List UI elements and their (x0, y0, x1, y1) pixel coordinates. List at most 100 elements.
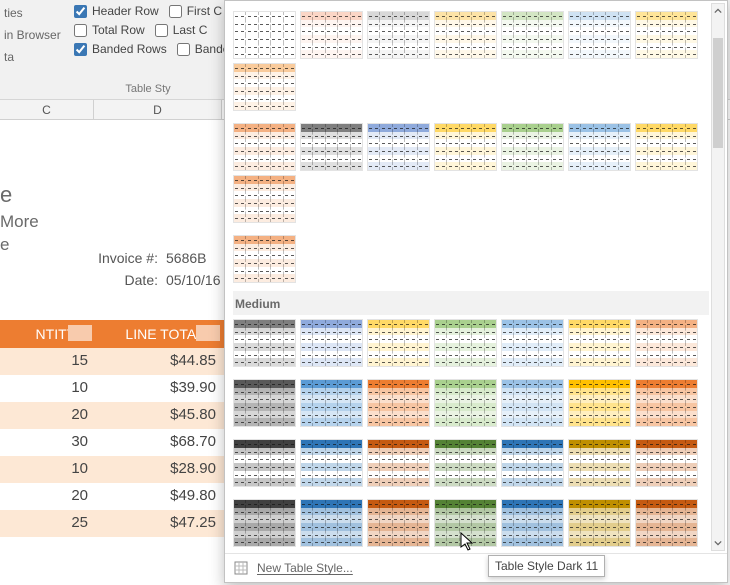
table-row[interactable]: 10$39.90 (0, 375, 225, 402)
cell[interactable]: 30 (0, 429, 94, 456)
table-style-swatch[interactable] (367, 499, 430, 547)
checkbox[interactable] (74, 43, 87, 56)
cell[interactable]: $49.80 (94, 483, 222, 510)
filter-dropdown-icon[interactable] (196, 325, 220, 341)
scrollbar[interactable] (711, 3, 725, 551)
checkbox-label: Header Row (92, 4, 159, 18)
table-style-swatch[interactable] (233, 319, 296, 367)
table-style-swatch[interactable] (434, 439, 497, 487)
first-column-checkbox[interactable]: First C (169, 4, 222, 18)
table-style-swatch[interactable] (501, 499, 564, 547)
text-fragment: e (0, 182, 12, 208)
new-table-style-button[interactable]: New Table Style... (257, 561, 353, 575)
last-column-checkbox[interactable]: Last C (155, 23, 208, 37)
table-style-swatch[interactable] (233, 235, 296, 283)
cell[interactable]: $44.85 (94, 348, 222, 375)
table-style-swatch[interactable] (635, 499, 698, 547)
table-style-swatch[interactable] (300, 379, 363, 427)
table-style-swatch[interactable] (501, 379, 564, 427)
table-row[interactable]: 20$49.80 (0, 483, 225, 510)
cell[interactable]: 25 (0, 510, 94, 537)
cursor-icon (460, 532, 476, 555)
header-row-checkbox[interactable]: Header Row (74, 4, 159, 18)
ribbon-item[interactable]: ties (4, 6, 66, 20)
table-style-swatch[interactable] (568, 319, 631, 367)
table-style-swatch[interactable] (635, 319, 698, 367)
checkbox[interactable] (169, 5, 182, 18)
banded-columns-checkbox[interactable]: Bande (177, 42, 230, 56)
cell[interactable]: 10 (0, 375, 94, 402)
table-style-swatch[interactable] (434, 319, 497, 367)
data-table[interactable]: NTITYLINE TOTAL15$44.8510$39.9020$45.803… (0, 320, 225, 537)
table-style-swatch[interactable] (367, 319, 430, 367)
cell[interactable]: 20 (0, 402, 94, 429)
table-style-swatch[interactable] (568, 499, 631, 547)
cell[interactable]: 15 (0, 348, 94, 375)
cell[interactable]: $39.90 (94, 375, 222, 402)
cell[interactable]: 10 (0, 456, 94, 483)
table-style-swatch[interactable] (434, 379, 497, 427)
table-style-swatch[interactable] (501, 439, 564, 487)
table-style-swatch[interactable] (635, 379, 698, 427)
filter-dropdown-icon[interactable] (68, 325, 92, 341)
checkbox-label: Total Row (92, 23, 145, 37)
table-style-swatch[interactable] (568, 123, 631, 171)
cell[interactable]: $28.90 (94, 456, 222, 483)
table-style-swatch[interactable] (233, 11, 296, 59)
table-style-swatch[interactable] (568, 379, 631, 427)
text-fragment: More (0, 212, 39, 232)
cell[interactable]: 20 (0, 483, 94, 510)
scroll-down-arrow[interactable] (712, 536, 724, 550)
table-style-swatch[interactable] (568, 11, 631, 59)
table-row[interactable]: 10$28.90 (0, 456, 225, 483)
checkbox[interactable] (155, 24, 168, 37)
cell[interactable]: $68.70 (94, 429, 222, 456)
table-style-swatch[interactable] (233, 123, 296, 171)
table-row[interactable]: 30$68.70 (0, 429, 225, 456)
table-row[interactable]: 15$44.85 (0, 348, 225, 375)
table-style-swatch[interactable] (501, 11, 564, 59)
table-style-swatch[interactable] (434, 123, 497, 171)
table-style-swatch[interactable] (300, 499, 363, 547)
table-style-swatch[interactable] (635, 123, 698, 171)
table-header-cell[interactable]: LINE TOTAL (94, 320, 222, 348)
column-header[interactable]: D (94, 100, 222, 119)
table-style-swatch[interactable] (300, 319, 363, 367)
table-style-swatch[interactable] (300, 123, 363, 171)
table-style-swatch[interactable] (300, 11, 363, 59)
table-style-swatch[interactable] (367, 379, 430, 427)
column-header[interactable]: C (0, 100, 94, 119)
table-style-swatch[interactable] (501, 123, 564, 171)
table-row[interactable]: 20$45.80 (0, 402, 225, 429)
table-style-swatch[interactable] (233, 379, 296, 427)
checkbox[interactable] (74, 5, 87, 18)
table-style-swatch[interactable] (233, 175, 296, 223)
table-style-swatch[interactable] (367, 11, 430, 59)
gallery-scroll-area[interactable]: MediumDark (225, 1, 727, 553)
cell[interactable]: $47.25 (94, 510, 222, 537)
ribbon-item[interactable]: ta (4, 50, 66, 64)
table-style-swatch[interactable] (233, 439, 296, 487)
table-style-swatch[interactable] (233, 63, 296, 111)
table-row[interactable]: 25$47.25 (0, 510, 225, 537)
table-styles-gallery: MediumDark New Table Style... (224, 0, 728, 583)
table-style-swatch[interactable] (367, 439, 430, 487)
banded-rows-checkbox[interactable]: Banded Rows (74, 42, 167, 56)
table-style-swatch[interactable] (434, 11, 497, 59)
checkbox[interactable] (74, 24, 87, 37)
table-style-swatch[interactable] (635, 439, 698, 487)
table-style-swatch[interactable] (367, 123, 430, 171)
scroll-up-arrow[interactable] (712, 4, 724, 18)
table-style-swatch[interactable] (300, 439, 363, 487)
checkbox[interactable] (177, 43, 190, 56)
scrollbar-thumb[interactable] (713, 38, 723, 148)
table-style-swatch[interactable] (568, 439, 631, 487)
table-style-swatch[interactable] (233, 499, 296, 547)
table-style-swatch[interactable] (635, 11, 698, 59)
ribbon-item[interactable]: in Browser (4, 28, 66, 42)
table-style-swatch[interactable] (501, 319, 564, 367)
total-row-checkbox[interactable]: Total Row (74, 23, 145, 37)
text-fragment: e (0, 235, 9, 255)
table-header-cell[interactable]: NTITY (0, 320, 94, 348)
cell[interactable]: $45.80 (94, 402, 222, 429)
